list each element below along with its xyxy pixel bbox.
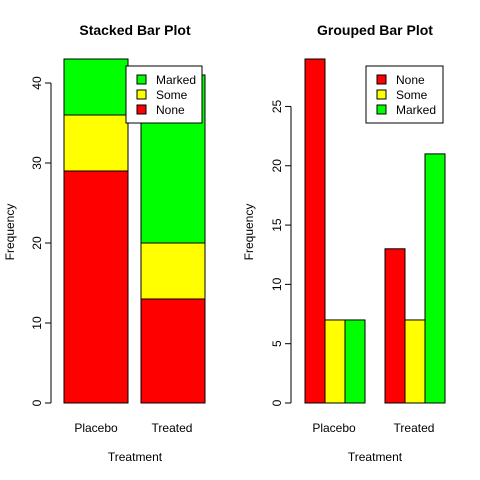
y-tick-label: 5	[270, 340, 284, 347]
bar-group	[63, 58, 206, 404]
bar-placebo-none	[63, 170, 129, 404]
y-axis-label: Frequency	[242, 204, 256, 261]
legend-label-marked: Marked	[396, 103, 436, 117]
y-tick-label: 25	[270, 99, 284, 113]
bar-placebo-marked	[344, 319, 366, 404]
bar-treated-marked	[424, 153, 446, 404]
grouped-panel: Grouped Bar Plot Treatment Frequency Pla…	[242, 22, 446, 464]
legend-label-some: Some	[156, 88, 188, 102]
y-tick-label: 0	[270, 399, 284, 406]
y-tick-label: 0	[30, 399, 44, 406]
y-axis-label: Frequency	[3, 204, 17, 261]
bar-placebo-some	[63, 114, 129, 172]
stacked-panel: Stacked Bar Plot Treatment Frequency Pla…	[3, 22, 206, 464]
legend-swatch-some	[136, 89, 147, 100]
y-axis: 0 10 20 30 40	[30, 76, 52, 406]
bar-treated-some	[140, 242, 206, 300]
bar-placebo-some	[324, 319, 346, 404]
legend-label-some: Some	[396, 88, 428, 102]
bar-treated-some	[404, 319, 426, 404]
bar-placebo-marked	[63, 58, 129, 116]
bar-treated-none	[384, 248, 406, 404]
legend-swatch-none	[376, 74, 387, 85]
x-tick-label: Treated	[152, 421, 193, 435]
x-tick-label: Placebo	[312, 421, 356, 435]
y-tick-label: 40	[30, 76, 44, 90]
legend-swatch-marked	[376, 104, 387, 115]
legend-label-none: None	[156, 103, 185, 117]
legend-label-marked: Marked	[156, 73, 196, 87]
legend-swatch-none	[136, 104, 147, 115]
legend: Marked Some None	[125, 65, 203, 124]
legend-swatch-marked	[136, 74, 147, 85]
bar-treated-none	[140, 298, 206, 404]
y-tick-label: 30	[30, 156, 44, 170]
bar-group	[304, 58, 446, 404]
y-tick-label: 20	[30, 236, 44, 250]
bar-placebo-none	[304, 58, 326, 404]
y-axis: 0 5 10 15 20 25	[270, 99, 292, 406]
x-tick-label: Treated	[394, 421, 435, 435]
legend-swatch-some	[376, 89, 387, 100]
y-tick-label: 10	[30, 316, 44, 330]
legend: None Some Marked	[365, 65, 444, 124]
x-tick-label: Placebo	[74, 421, 118, 435]
y-tick-label: 20	[270, 159, 284, 173]
legend-label-none: None	[396, 73, 425, 87]
chart-title: Stacked Bar Plot	[79, 22, 191, 38]
chart-title: Grouped Bar Plot	[317, 22, 433, 38]
y-tick-label: 15	[270, 218, 284, 232]
y-tick-label: 10	[270, 277, 284, 291]
x-axis-label: Treatment	[348, 450, 403, 464]
x-axis-label: Treatment	[108, 450, 163, 464]
